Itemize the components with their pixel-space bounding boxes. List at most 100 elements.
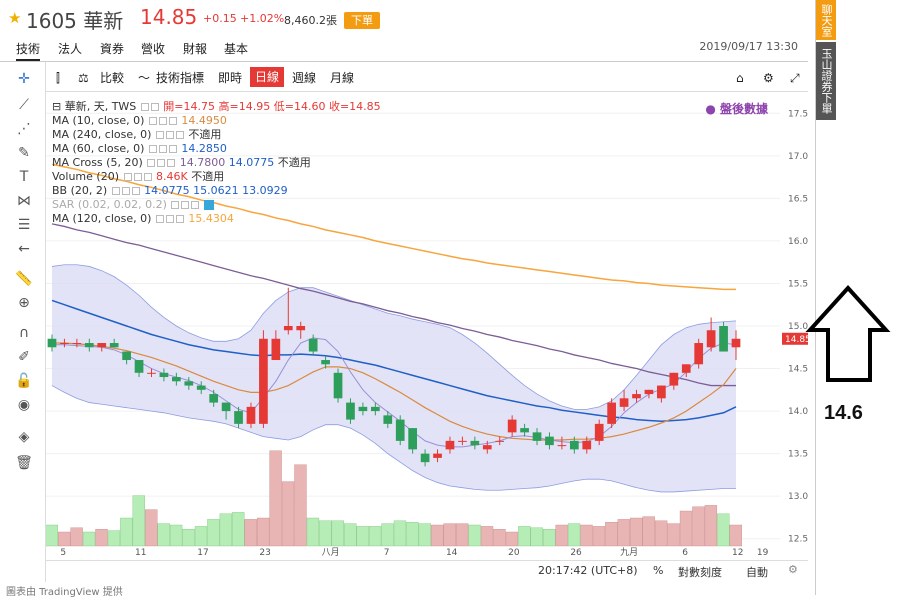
legend-eye-icon[interactable]: [147, 159, 156, 167]
volume-bar: [82, 531, 96, 547]
tab-financials[interactable]: 財報: [183, 42, 208, 56]
back-arrow-icon[interactable]: ←: [18, 241, 30, 257]
layers-icon[interactable]: ◈: [18, 429, 30, 445]
snapshot-icon[interactable]: ⌂: [736, 71, 744, 85]
legend-settings-icon[interactable]: [181, 201, 190, 209]
settings-gear-icon[interactable]: ⚙: [763, 71, 774, 85]
candle-body: [408, 428, 418, 450]
legend-eye-icon[interactable]: [111, 187, 120, 195]
candle-body: [308, 338, 318, 352]
candle-body: [271, 338, 281, 361]
bar-style-icon[interactable]: ⫿: [56, 71, 60, 85]
compare-button[interactable]: 比較: [100, 71, 125, 85]
after-hours-badge[interactable]: ● 盤後數據: [705, 102, 768, 116]
daily-button[interactable]: 日線: [250, 67, 285, 87]
fullscreen-icon[interactable]: ⤢: [790, 71, 800, 85]
legend-settings-icon[interactable]: [133, 173, 142, 181]
volume-bar: [455, 523, 469, 547]
trash-icon[interactable]: 🗑: [15, 455, 33, 471]
volume-bar: [232, 512, 245, 547]
legend-close-icon[interactable]: [168, 117, 177, 125]
volume-bar: [580, 524, 593, 547]
legend-settings-icon[interactable]: [165, 215, 174, 223]
candle-body: [582, 440, 592, 450]
footer-settings-icon[interactable]: ⚙: [788, 563, 798, 576]
legend-eye-icon[interactable]: [123, 173, 132, 181]
legend-settings-icon[interactable]: [150, 103, 159, 111]
tab-revenue[interactable]: 營收: [141, 42, 166, 56]
legend-settings-icon[interactable]: [121, 187, 130, 195]
indicators-icon[interactable]: 〜: [138, 71, 151, 85]
indicators-button[interactable]: 技術指標: [156, 71, 205, 85]
auto-scale-toggle[interactable]: 自動: [746, 566, 768, 579]
candle-body: [209, 394, 219, 403]
volume-bar: [543, 529, 556, 547]
place-order-button[interactable]: 下單: [344, 12, 380, 29]
legend-settings-icon[interactable]: [165, 131, 174, 139]
legend-eye-icon[interactable]: [155, 215, 164, 223]
legend-settings-icon[interactable]: [158, 117, 167, 125]
legend-visibility-icon[interactable]: [203, 200, 214, 210]
volume-bar: [555, 524, 568, 547]
legend-eye-icon[interactable]: [148, 145, 157, 153]
legend-volume: Volume (20) 8.46K 不適用: [52, 170, 225, 183]
legend-ma10: MA (10, close, 0) 14.4950: [52, 114, 227, 127]
legend-close-icon[interactable]: [131, 187, 140, 195]
volume-bar: [194, 526, 208, 547]
compare-icon[interactable]: ⚖: [78, 71, 89, 85]
pattern-tool-icon[interactable]: ⋈: [17, 193, 31, 209]
crosshair-icon[interactable]: ✛: [18, 71, 30, 87]
legend-close-icon[interactable]: [175, 215, 184, 223]
favorite-star-icon[interactable]: ★: [8, 9, 22, 27]
text-tool-icon[interactable]: T: [19, 169, 29, 185]
chat-room-tab[interactable]: 聊天室: [816, 0, 836, 40]
weekly-button[interactable]: 週線: [292, 71, 317, 85]
price-chart-svg[interactable]: 17.50 17.00 16.50 16.00 15.50 15.00 14.50 14.00…: [46, 92, 808, 560]
zoom-in-icon[interactable]: ⊕: [18, 295, 30, 311]
candle-body: [644, 389, 654, 395]
tab-institutional[interactable]: 法人: [58, 42, 83, 56]
candle-body: [134, 360, 144, 373]
lock-icon[interactable]: 🔓: [15, 373, 33, 389]
prediction-tool-icon[interactable]: ☰: [17, 217, 31, 233]
lock-drawing-icon[interactable]: ✐: [18, 349, 30, 365]
volume-bar: [393, 520, 407, 547]
legend-settings-icon[interactable]: [158, 145, 167, 153]
volume-bar: [493, 529, 506, 547]
tab-technical[interactable]: 技術: [16, 40, 41, 61]
legend-eye-icon[interactable]: [155, 131, 164, 139]
tab-margin[interactable]: 資券: [100, 42, 125, 56]
legend-eye-icon[interactable]: [171, 201, 180, 209]
legend-close-icon[interactable]: [167, 159, 176, 167]
legend-eye-icon[interactable]: [140, 103, 149, 111]
candle-body: [569, 440, 579, 450]
legend-close-icon[interactable]: [191, 201, 200, 209]
intraday-button[interactable]: 即時: [218, 71, 243, 85]
volume-bar: [269, 450, 282, 547]
candle-body: [147, 372, 156, 374]
eye-icon[interactable]: ◉: [17, 397, 31, 413]
candle-body: [545, 436, 554, 446]
legend-settings-icon[interactable]: [157, 159, 166, 167]
ruler-icon[interactable]: 📏: [15, 271, 33, 287]
candle-body: [532, 432, 542, 441]
monthly-button[interactable]: 月線: [330, 71, 355, 85]
candle-body: [495, 440, 505, 442]
brush-icon[interactable]: ✎: [18, 145, 30, 161]
legend-close-icon[interactable]: [175, 131, 184, 139]
legend-close-icon[interactable]: [168, 145, 177, 153]
legend-close-icon[interactable]: [143, 173, 152, 181]
tab-basic[interactable]: 基本: [224, 42, 249, 56]
candle-body: [657, 385, 666, 399]
legend-eye-icon[interactable]: [148, 117, 157, 125]
broker-order-tab[interactable]: 玉山證券下單: [816, 42, 836, 120]
quote-nav-tabs: 技術 法人 資券 營收 財報 基本 2019/09/17 13:30: [0, 36, 808, 62]
percent-scale-toggle[interactable]: %: [653, 564, 664, 577]
trend-line-icon[interactable]: ⟋: [19, 97, 29, 113]
legend-ma60: MA (60, close, 0) 14.2850: [52, 142, 227, 155]
log-scale-toggle[interactable]: 對數刻度: [678, 566, 722, 579]
legend-collapse-icon[interactable]: ⊟: [52, 100, 62, 113]
price-chart[interactable]: 17.50 17.00 16.50 16.00 15.50 15.00 14.50 14.00…: [46, 92, 808, 582]
magnet-icon[interactable]: ∩: [18, 325, 30, 341]
fib-tool-icon[interactable]: ⋰: [17, 121, 31, 137]
